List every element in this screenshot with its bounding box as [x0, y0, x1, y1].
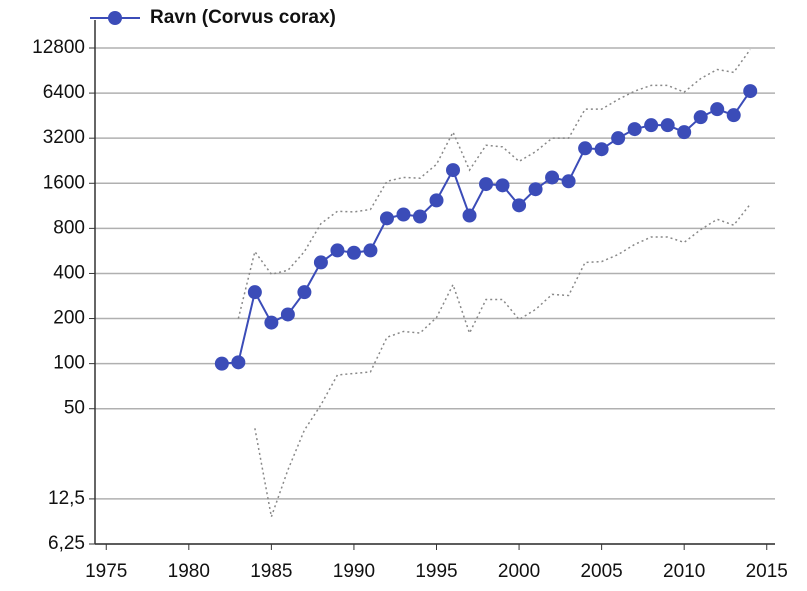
marker	[627, 122, 642, 137]
y-tick-label: 12800	[32, 37, 85, 58]
marker	[726, 108, 741, 123]
marker	[479, 177, 494, 192]
x-tick-label: 2015	[746, 561, 788, 582]
y-tick-label: 100	[53, 353, 85, 374]
x-tick-label: 2010	[663, 561, 705, 582]
marker	[462, 208, 477, 223]
marker	[231, 355, 246, 370]
marker	[710, 102, 725, 117]
y-tick-label: 12,5	[48, 488, 85, 509]
marker	[363, 243, 378, 258]
marker	[247, 285, 262, 300]
x-tick-label: 1985	[250, 561, 292, 582]
marker	[379, 211, 394, 226]
y-tick-label: 200	[53, 308, 85, 329]
marker	[528, 182, 543, 197]
marker	[214, 356, 229, 371]
y-tick-label: 3200	[43, 127, 85, 148]
y-tick-label: 6400	[43, 82, 85, 103]
marker	[578, 141, 593, 156]
marker	[561, 174, 576, 189]
x-tick-label: 2000	[498, 561, 540, 582]
x-tick-label: 1995	[415, 561, 457, 582]
marker	[660, 118, 675, 133]
y-tick-label: 50	[64, 398, 85, 419]
marker	[297, 285, 312, 300]
x-tick-label: 2005	[580, 561, 622, 582]
y-tick-label: 400	[53, 262, 85, 283]
marker	[313, 255, 328, 270]
marker	[693, 110, 708, 125]
confidence-line	[254, 203, 751, 520]
legend-label: Ravn (Corvus corax)	[150, 7, 336, 28]
y-tick-label: 800	[53, 217, 85, 238]
marker	[396, 207, 411, 222]
series-line	[221, 90, 752, 365]
legend-marker	[108, 11, 122, 25]
y-tick-label: 1600	[43, 172, 85, 193]
marker	[495, 178, 510, 193]
marker	[743, 84, 758, 99]
marker	[644, 118, 659, 133]
marker	[446, 163, 461, 178]
marker	[330, 243, 345, 258]
marker	[611, 131, 626, 146]
marker	[412, 209, 427, 224]
marker	[280, 307, 295, 322]
marker	[264, 315, 279, 330]
y-tick-label: 6,25	[48, 533, 85, 554]
x-tick-label: 1975	[85, 561, 127, 582]
x-tick-label: 1990	[333, 561, 375, 582]
marker	[429, 193, 444, 208]
marker	[512, 198, 527, 213]
marker	[594, 142, 609, 157]
marker	[677, 125, 692, 140]
marker	[346, 245, 361, 260]
x-tick-label: 1980	[168, 561, 210, 582]
marker	[545, 170, 560, 185]
